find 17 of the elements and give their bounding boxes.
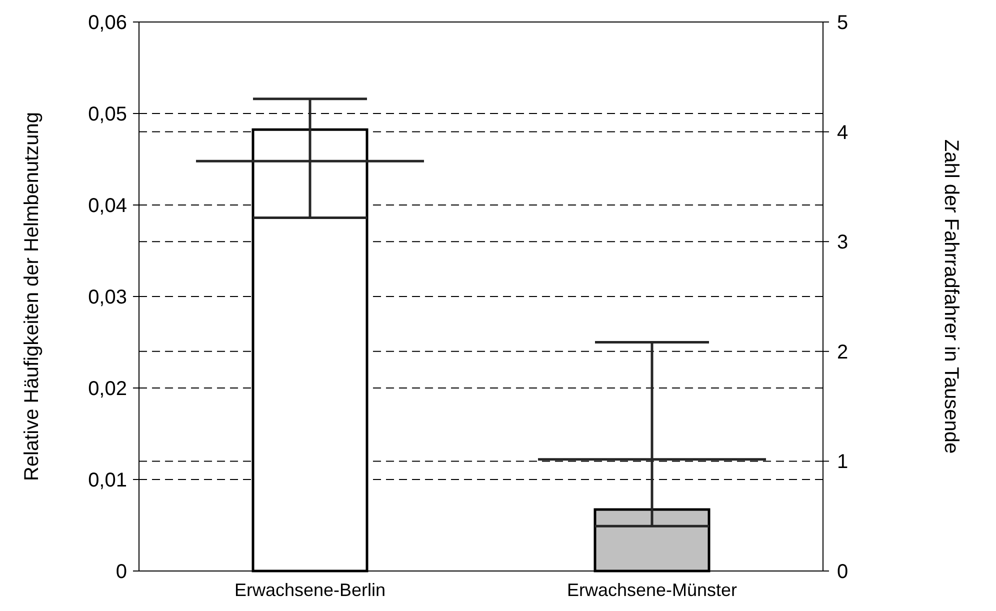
y-tick-label: 0 (116, 561, 127, 583)
y-tick-label: 0,01 (88, 470, 127, 492)
y-tick-label: 0,05 (88, 104, 127, 126)
y2-tick-label: 5 (837, 12, 848, 34)
y-tick-label: 0,04 (88, 195, 127, 217)
y-tick-label: 0,03 (88, 286, 127, 308)
x-tick-label: Erwachsene-Münster (566, 580, 738, 600)
y-tick-label: 0,02 (88, 378, 127, 400)
y2-tick-label: 1 (837, 451, 848, 474)
y2-tick-label: 0 (837, 561, 848, 583)
x-tick-label: Erwachsene-Berlin (234, 580, 386, 600)
y-tick-label: 0,06 (88, 12, 127, 34)
y2-tick-label: 4 (837, 122, 848, 144)
y2-tick-label: 3 (837, 232, 848, 254)
y2-axis-title: Zahl der Fahrradfahrer in Tausende (940, 139, 962, 454)
y2-tick-label: 2 (837, 341, 848, 364)
y-axis-title: Relative Häufigkeiten der Helmbenutzung (21, 112, 43, 482)
